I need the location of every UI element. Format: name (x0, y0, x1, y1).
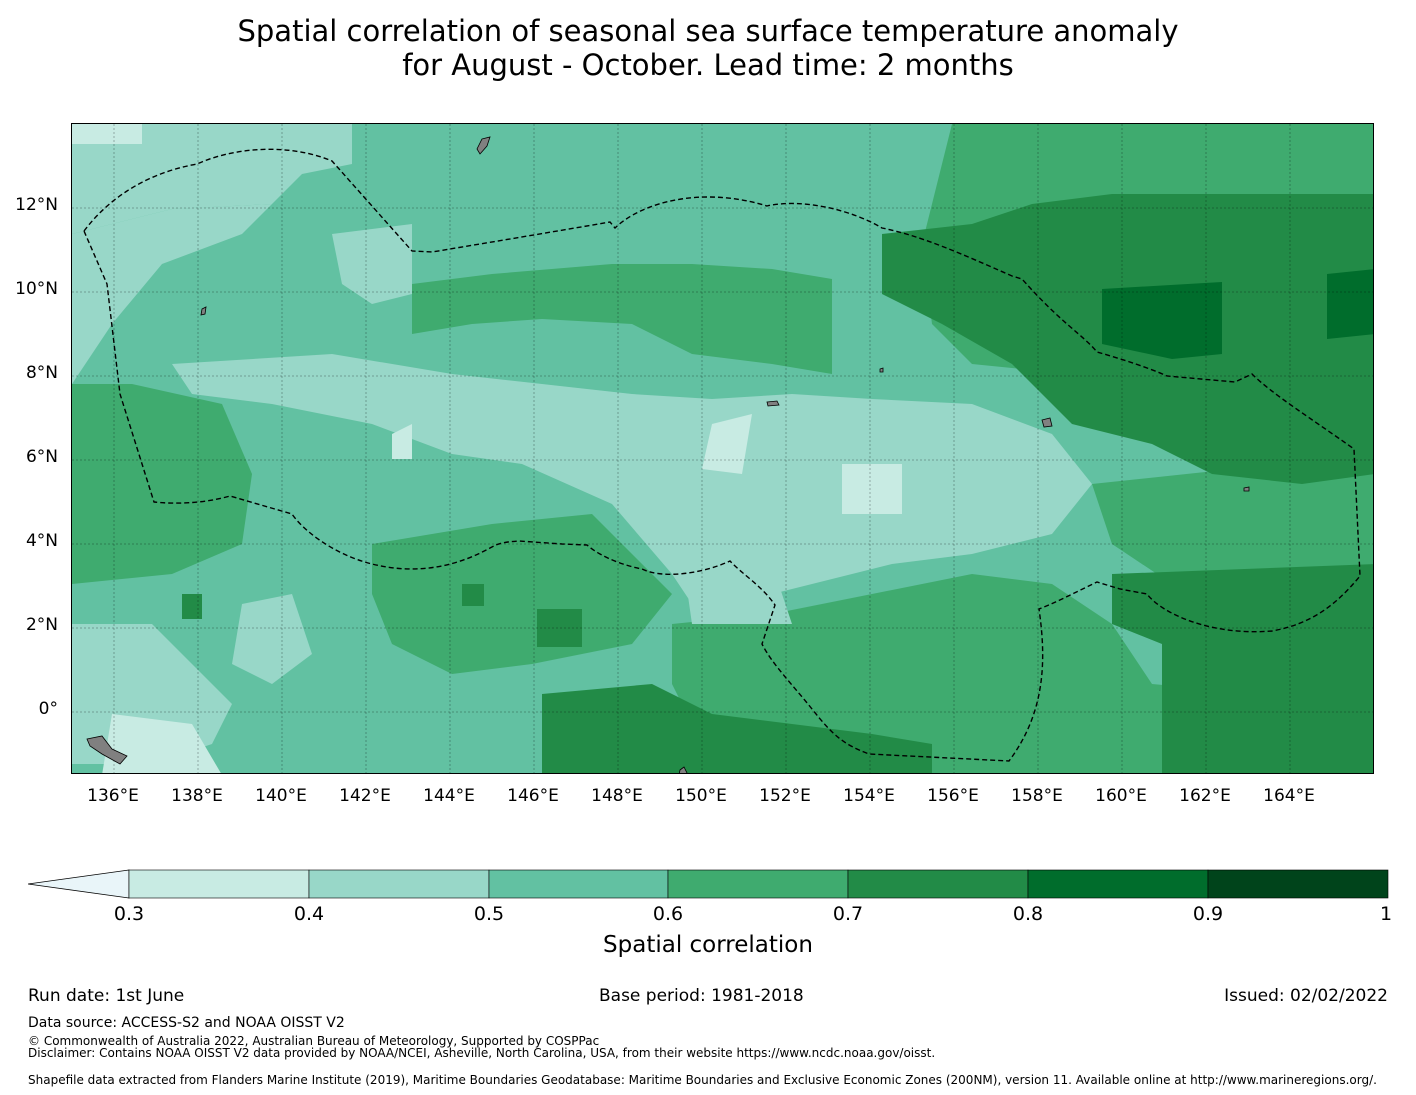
lon-label-140e: 140°E (255, 786, 307, 806)
lon-label-156e: 156°E (927, 786, 979, 806)
colorbar (28, 869, 1389, 899)
land-masses (86, 136, 1250, 773)
island-pohnpei (1041, 417, 1053, 428)
issued-date: Issued: 02/02/2022 (1224, 986, 1388, 1006)
region-dark-patch-central (462, 584, 484, 606)
chart-title: Spatial correlation of seasonal sea surf… (0, 14, 1416, 82)
island-small-south (678, 766, 688, 773)
region-mid-west (72, 384, 252, 584)
lon-label-136e: 136°E (87, 786, 139, 806)
island-chuuk (766, 400, 780, 407)
region-lightest-central (392, 414, 902, 514)
lat-label-2n: 2°N (25, 615, 58, 635)
map-svg (72, 124, 1373, 773)
region-lightest-corner (72, 124, 142, 144)
lon-label-146e: 146°E (507, 786, 559, 806)
lon-label-150e: 150°E (675, 786, 727, 806)
title-line-2: for August - October. Lead time: 2 month… (402, 48, 1014, 82)
data-source: Data source: ACCESS-S2 and NOAA OISST V2 (28, 1015, 345, 1031)
lon-label-142e: 142°E (339, 786, 391, 806)
run-date: Run date: 1st June (28, 986, 185, 1006)
region-light-northwest-2 (72, 204, 272, 384)
base-period: Base period: 1981-2018 (599, 986, 804, 1006)
region-dark-south (542, 684, 932, 773)
gridlines (72, 124, 1373, 773)
lat-label-6n: 6°N (25, 447, 58, 467)
colorbar-segment-0.4-0.5 (308, 869, 490, 899)
region-light-north-central (332, 224, 412, 304)
lat-label-0: 0° (38, 699, 58, 719)
lat-label-8n: 8°N (25, 363, 58, 383)
colorbar-tick-0.4: 0.4 (293, 903, 325, 925)
eez-boundary (83, 148, 1361, 762)
region-dark-patch-west (182, 594, 202, 619)
lon-label-144e: 144°E (423, 786, 475, 806)
colorbar-segment-0.9-1 (1207, 869, 1389, 899)
island-kosrae (1243, 486, 1250, 492)
lon-label-160e: 160°E (1095, 786, 1147, 806)
correlation-map (71, 123, 1374, 774)
region-lightest-southwest (102, 714, 221, 773)
lat-label-12n: 12°N (15, 195, 58, 215)
island-yap (200, 306, 207, 316)
colorbar-segment-0.5-0.6 (488, 869, 669, 899)
disclaimer: Disclaimer: Contains NOAA OISST V2 data … (28, 1046, 936, 1060)
lon-label-162e: 162°E (1179, 786, 1231, 806)
lon-label-148e: 148°E (591, 786, 643, 806)
region-light-northwest (72, 124, 352, 234)
island-small-east (879, 367, 884, 373)
region-mid-east-band (1092, 454, 1373, 584)
lat-label-10n: 10°N (15, 279, 58, 299)
copyright: © Commonwealth of Australia 2022, Austra… (28, 1034, 600, 1048)
title-line-1: Spatial correlation of seasonal sea surf… (237, 14, 1179, 48)
colorbar-tick-0.5: 0.5 (473, 903, 505, 925)
lat-label-4n: 4°N (25, 531, 58, 551)
shapefile-credit: Shapefile data extracted from Flanders M… (28, 1073, 1377, 1087)
region-darkest-east (1102, 269, 1373, 359)
lon-label-138e: 138°E (171, 786, 223, 806)
colorbar-label: Spatial correlation (603, 932, 813, 958)
island-new-guinea-north (86, 735, 128, 765)
colorbar-tick-1: 1 (1379, 903, 1393, 925)
lon-label-152e: 152°E (759, 786, 811, 806)
region-light-central (172, 354, 1092, 604)
region-mid-central (412, 264, 832, 374)
colorbar-under-triangle (28, 869, 130, 899)
colorbar-tick-0.6: 0.6 (652, 903, 684, 925)
island-guam (476, 136, 491, 155)
region-mid-south-central (372, 514, 672, 674)
colorbar-tick-0.3: 0.3 (113, 903, 145, 925)
lon-label-158e: 158°E (1011, 786, 1063, 806)
colorbar-tick-0.9: 0.9 (1192, 903, 1224, 925)
colorbar-segment-0.7-0.8 (847, 869, 1029, 899)
lon-label-164e: 164°E (1263, 786, 1315, 806)
lon-label-154e: 154°E (843, 786, 895, 806)
colorbar-tick-0.8: 0.8 (1012, 903, 1044, 925)
region-dark-patch-south (537, 609, 582, 647)
colorbar-segment-0.8-0.9 (1027, 869, 1209, 899)
colorbar-segment-0.3-0.4 (128, 869, 310, 899)
colorbar-segment-0.6-0.7 (667, 869, 849, 899)
colorbar-tick-0.7: 0.7 (832, 903, 864, 925)
